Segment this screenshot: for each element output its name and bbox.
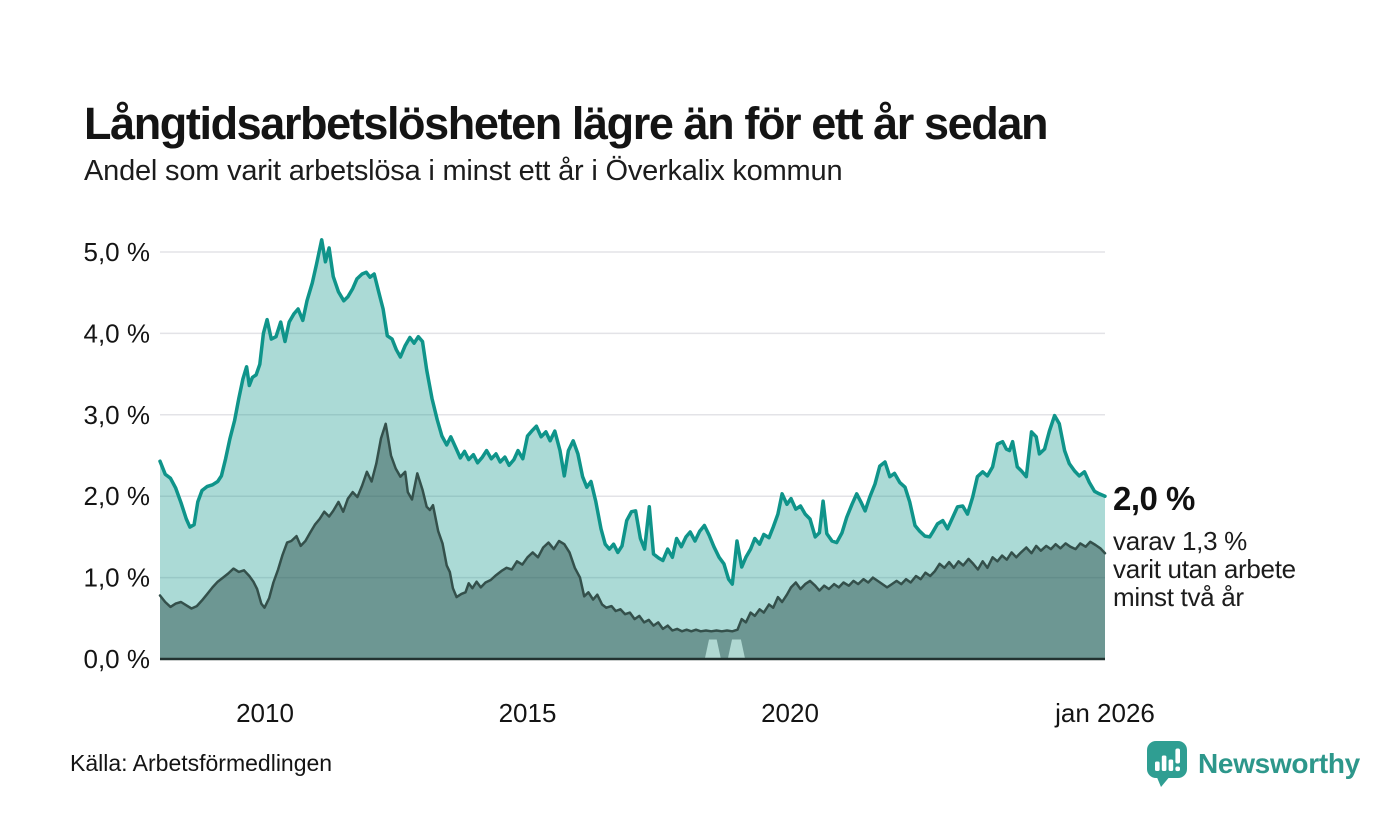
endpoint-description: varav 1,3 % varit utan arbete minst två … xyxy=(1113,527,1343,611)
line-two-years xyxy=(158,422,1107,633)
y-tick-label: 5,0 % xyxy=(84,237,151,267)
chart-title: Långtidsarbetslösheten lägre än för ett … xyxy=(84,98,1048,150)
fill-gap xyxy=(705,639,721,658)
x-tick-label: 2015 xyxy=(499,698,557,728)
x-tick-label: jan 2026 xyxy=(1054,698,1155,728)
fill-gap xyxy=(728,639,745,658)
endpoint-description-line: varav 1,3 % xyxy=(1113,526,1247,556)
y-tick-label: 1,0 % xyxy=(84,563,151,593)
area-one-year xyxy=(160,239,1105,660)
newsworthy-bubble-chart-icon xyxy=(1147,741,1187,787)
newsworthy-logo: Newsworthy xyxy=(1146,740,1360,788)
y-tick-label: 3,0 % xyxy=(84,400,151,430)
area-two-years xyxy=(160,423,1105,659)
line-one-year xyxy=(158,238,1107,586)
y-tick-label: 2,0 % xyxy=(84,481,151,511)
endpoint-description-line: varit utan arbete xyxy=(1113,554,1296,584)
endpoint-annotation: 2,0 % varav 1,3 % varit utan arbete mins… xyxy=(1113,480,1343,611)
x-tick-label: 2020 xyxy=(761,698,819,728)
x-tick-label: 2010 xyxy=(236,698,294,728)
y-tick-label: 0,0 % xyxy=(84,644,151,674)
newsworthy-wordmark: Newsworthy xyxy=(1198,748,1360,779)
endpoint-value: 2,0 % xyxy=(1113,480,1195,517)
endpoint-description-line: minst två år xyxy=(1113,582,1244,612)
chart-subtitle: Andel som varit arbetslösa i minst ett å… xyxy=(84,155,843,187)
y-tick-label: 4,0 % xyxy=(84,318,151,348)
source-note: Källa: Arbetsförmedlingen xyxy=(70,750,333,776)
